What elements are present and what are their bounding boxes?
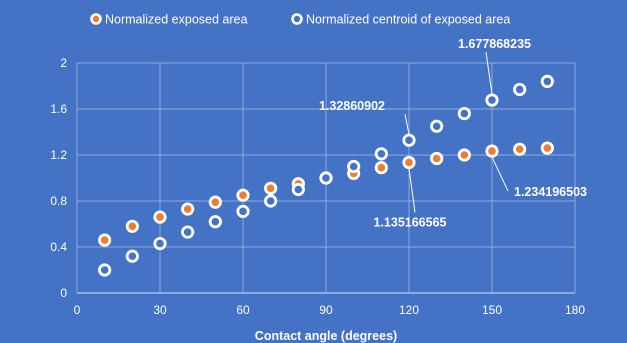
callout-label: 1.234196503 (514, 185, 587, 199)
x-tick-label: 60 (236, 303, 250, 317)
y-axis-ticks: 0 0.4 0.8 1.2 1.6 2 (50, 56, 67, 300)
data-point-centroid (457, 107, 471, 121)
data-point-centroid (540, 74, 554, 89)
data-point-centroid (347, 159, 361, 174)
callout-leader-line (491, 156, 509, 192)
y-tick-label: 1.6 (50, 102, 67, 116)
legend: Normalized exposed area Normalized centr… (90, 13, 510, 27)
callout-label: 1.32860902 (319, 99, 385, 113)
data-point-exposed-area (98, 233, 112, 247)
data-point-centroid (485, 93, 499, 107)
data-points (98, 74, 554, 277)
legend-item-exposed-area: Normalized exposed area (90, 13, 247, 27)
legend-item-centroid: Normalized centroid of exposed area (291, 13, 510, 27)
data-point-centroid (125, 249, 139, 263)
data-point-exposed-area (430, 151, 444, 166)
x-axis-ticks: 0 30 60 90 120 150 180 (74, 303, 586, 317)
x-axis-title: Contact angle (degrees) (255, 329, 397, 343)
y-tick-label: 2 (60, 56, 67, 70)
data-point-exposed-area (125, 219, 139, 233)
x-tick-label: 90 (319, 303, 333, 317)
data-point-exposed-area (485, 144, 499, 158)
data-point-centroid (319, 171, 333, 185)
legend-label-exposed-area: Normalized exposed area (105, 13, 247, 27)
y-tick-label: 0.8 (50, 194, 67, 208)
data-point-centroid (430, 119, 444, 133)
data-point-centroid (513, 82, 527, 97)
data-point-exposed-area (181, 202, 195, 216)
callout-leader-line (408, 168, 416, 213)
data-point-exposed-area (457, 148, 471, 162)
legend-marker-centroid (291, 13, 303, 25)
callout-label: 1.135166565 (374, 215, 447, 229)
data-point-centroid (153, 236, 167, 251)
callout-leader-line (485, 51, 493, 95)
y-tick-label: 1.2 (50, 148, 67, 162)
x-tick-label: 0 (74, 303, 81, 317)
y-tick-label: 0 (60, 286, 67, 300)
data-point-exposed-area (513, 142, 527, 156)
data-point-centroid (291, 182, 305, 197)
data-point-exposed-area (374, 161, 388, 175)
data-point-centroid (264, 194, 278, 208)
callout-label: 1.677868235 (458, 37, 531, 51)
data-point-centroid (181, 225, 195, 239)
x-tick-label: 150 (482, 303, 502, 317)
x-tick-label: 180 (565, 303, 585, 317)
data-point-centroid (402, 133, 416, 147)
data-point-exposed-area (540, 141, 554, 155)
data-point-exposed-area (236, 188, 250, 202)
data-point-centroid (98, 263, 112, 277)
data-point-centroid (208, 215, 222, 229)
data-point-exposed-area (208, 195, 222, 209)
data-point-exposed-area (153, 210, 167, 224)
callouts: 1.677868235 1.32860902 1.135166565 1.234196… (319, 37, 587, 229)
legend-marker-exposed-area (90, 13, 102, 25)
data-point-centroid (236, 204, 250, 218)
data-point-exposed-area (402, 155, 416, 170)
legend-label-centroid: Normalized centroid of exposed area (306, 13, 510, 27)
callout-leader-line (404, 114, 410, 135)
data-point-centroid (374, 147, 388, 161)
x-tick-label: 30 (153, 303, 167, 317)
x-tick-label: 120 (399, 303, 419, 317)
y-tick-label: 0.4 (50, 240, 67, 254)
data-point-exposed-area (264, 181, 278, 195)
